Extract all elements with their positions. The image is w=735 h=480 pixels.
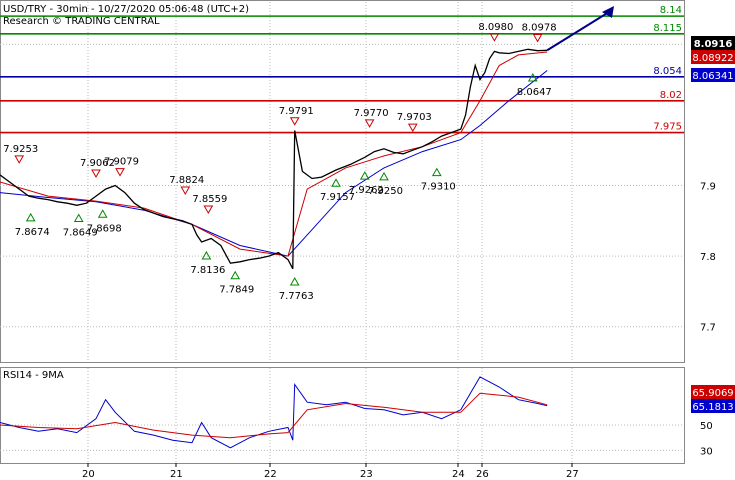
x-tick-label-4: 24 (452, 469, 465, 480)
high-label-1: 7.9062 (80, 158, 115, 169)
price-y-tick-3: 7.7 (700, 323, 716, 334)
ma-slow-line (0, 70, 548, 257)
low-marker-5 (289, 277, 300, 286)
high-marker-4 (203, 205, 214, 215)
high-label-2: 7.9079 (104, 157, 139, 168)
low-label-0: 7.8674 (15, 227, 50, 238)
rsi-y-tick-1: 30 (700, 446, 713, 457)
level-label-0: 8.14 (660, 5, 682, 16)
high-label-0: 7.9253 (3, 144, 38, 155)
price-y-tick-2: 7.8 (700, 252, 716, 263)
rsi-badge-rsi-text: 65.1813 (692, 402, 733, 413)
high-label-4: 7.8559 (192, 194, 227, 205)
grid-lines (0, 2, 684, 463)
low-marker-7 (359, 171, 370, 180)
x-tick-label-5: 26 (476, 469, 489, 480)
level-label-3: 8.02 (660, 90, 682, 101)
low-label-7: 7.9262 (349, 185, 384, 196)
high-label-7: 7.9703 (397, 112, 432, 123)
high-label-8: 8.0980 (478, 22, 513, 33)
high-marker-8 (489, 33, 500, 42)
level-label-2: 8.054 (653, 66, 682, 77)
rsi-badge-rsi: 65.1813 (691, 399, 735, 413)
rsi-panel-title: RSI14 - 9MA (3, 370, 64, 381)
price-badge-ma-slow-text: 8.06341 (692, 71, 733, 82)
low-marker-8 (379, 171, 389, 181)
forecast-arrow-line (546, 11, 610, 52)
rsi-badge-ma-text: 65.9069 (692, 388, 733, 399)
rsi-line (0, 376, 548, 449)
x-tick-label-3: 23 (360, 469, 373, 480)
low-label-1: 7.8649 (63, 228, 98, 239)
chart-subtitle: Research © TRADING CENTRAL (3, 16, 160, 27)
high-marker-2 (115, 168, 125, 177)
low-marker-0 (25, 212, 36, 222)
level-label-1: 8.115 (653, 23, 682, 34)
price-y-tick-1: 7.9 (700, 182, 716, 193)
low-label-10: 8.0647 (517, 87, 552, 98)
price-badge-ma-slow: 8.06341 (691, 68, 735, 82)
high-label-3: 7.8824 (169, 175, 204, 186)
rsi-ma-line (0, 392, 548, 439)
low-marker-2 (97, 209, 108, 218)
low-marker-1 (73, 213, 84, 223)
x-tick-label-0: 20 (82, 469, 95, 480)
high-marker-1 (91, 169, 101, 179)
low-label-3: 7.8136 (190, 265, 225, 276)
high-marker-3 (180, 186, 191, 195)
low-marker-3 (201, 250, 212, 260)
low-marker-4 (230, 270, 241, 280)
rsi-panel-frame (0, 367, 685, 464)
level-lines: 8.14 8.115 8.054 8.02 7.975 (0, 5, 684, 134)
price-panel-frame (0, 0, 685, 363)
x-tick-label-1: 21 (170, 469, 183, 480)
high-label-6: 7.9770 (354, 108, 389, 119)
price-badge-last-text: 8.0916 (694, 39, 733, 50)
price-badge-last: 8.0916 (691, 36, 735, 50)
low-label-8: 7.9250 (368, 186, 403, 197)
low-label-9: 7.9310 (421, 182, 456, 193)
forecast-arrow-head (602, 6, 614, 18)
rsi-series (0, 376, 548, 449)
low-marker-6 (331, 178, 341, 187)
high-marker-0 (14, 155, 25, 164)
low-label-6: 7.9157 (320, 192, 355, 203)
rsi-y-tick-0: 50 (700, 421, 713, 432)
low-marker-10 (527, 73, 538, 82)
high-marker-5 (289, 117, 300, 126)
low-label-4: 7.7849 (219, 285, 254, 296)
price-badge-ma-fast-text: 8.08922 (692, 53, 733, 64)
chart-title: USD/TRY - 30min - 10/27/2020 05:06:48 (U… (3, 4, 249, 15)
rsi-badge-ma: 65.9069 (691, 385, 735, 399)
low-marker-9 (431, 167, 442, 177)
price-series (0, 6, 614, 270)
level-label-4: 7.975 (653, 122, 682, 133)
high-label-5: 7.9791 (279, 106, 314, 117)
x-tick-label-6: 27 (566, 469, 579, 480)
high-label-9: 8.0978 (522, 22, 557, 33)
price-line (0, 48, 548, 270)
price-badge-ma-fast: 8.08922 (691, 50, 735, 64)
low-label-2: 7.8698 (87, 223, 122, 234)
high-marker-9 (532, 33, 543, 43)
low-label-5: 7.7763 (279, 291, 314, 302)
ma-fast-line (0, 51, 548, 257)
high-marker-6 (364, 119, 375, 128)
high-marker-7 (407, 123, 418, 133)
x-tick-label-2: 22 (264, 469, 277, 480)
